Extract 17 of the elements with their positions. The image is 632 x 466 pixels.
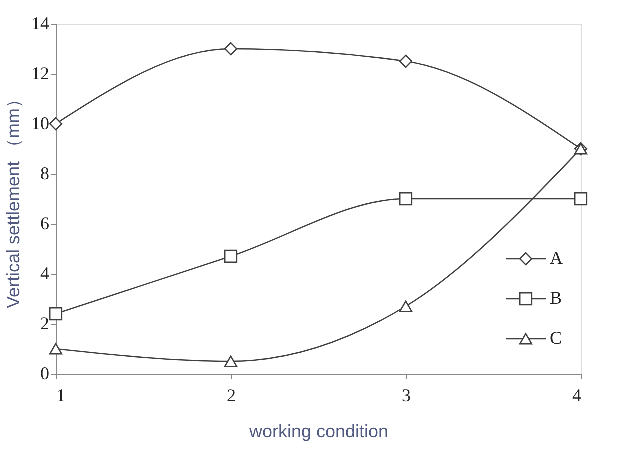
x-tick-label: 1 (56, 386, 66, 406)
y-axis-title: Vertical settlement （mm） (4, 90, 24, 309)
x-tick-label: 4 (572, 386, 582, 406)
y-tick-label: 2 (40, 314, 50, 334)
y-tick-label: 14 (32, 14, 50, 34)
x-axis-title: working condition (248, 422, 389, 442)
legend-label: A (550, 248, 563, 268)
y-tick-label: 0 (40, 364, 50, 384)
y-tick-label: 6 (40, 214, 50, 234)
y-tick-label: 10 (32, 114, 50, 134)
y-tick-label: 12 (32, 64, 50, 84)
x-tick-label: 2 (227, 386, 236, 406)
y-tick-label: 4 (40, 264, 50, 284)
x-tick-label: 3 (402, 386, 411, 406)
legend-label: C (550, 328, 562, 348)
y-tick-label: 8 (40, 164, 50, 184)
legend-label: B (550, 288, 562, 308)
